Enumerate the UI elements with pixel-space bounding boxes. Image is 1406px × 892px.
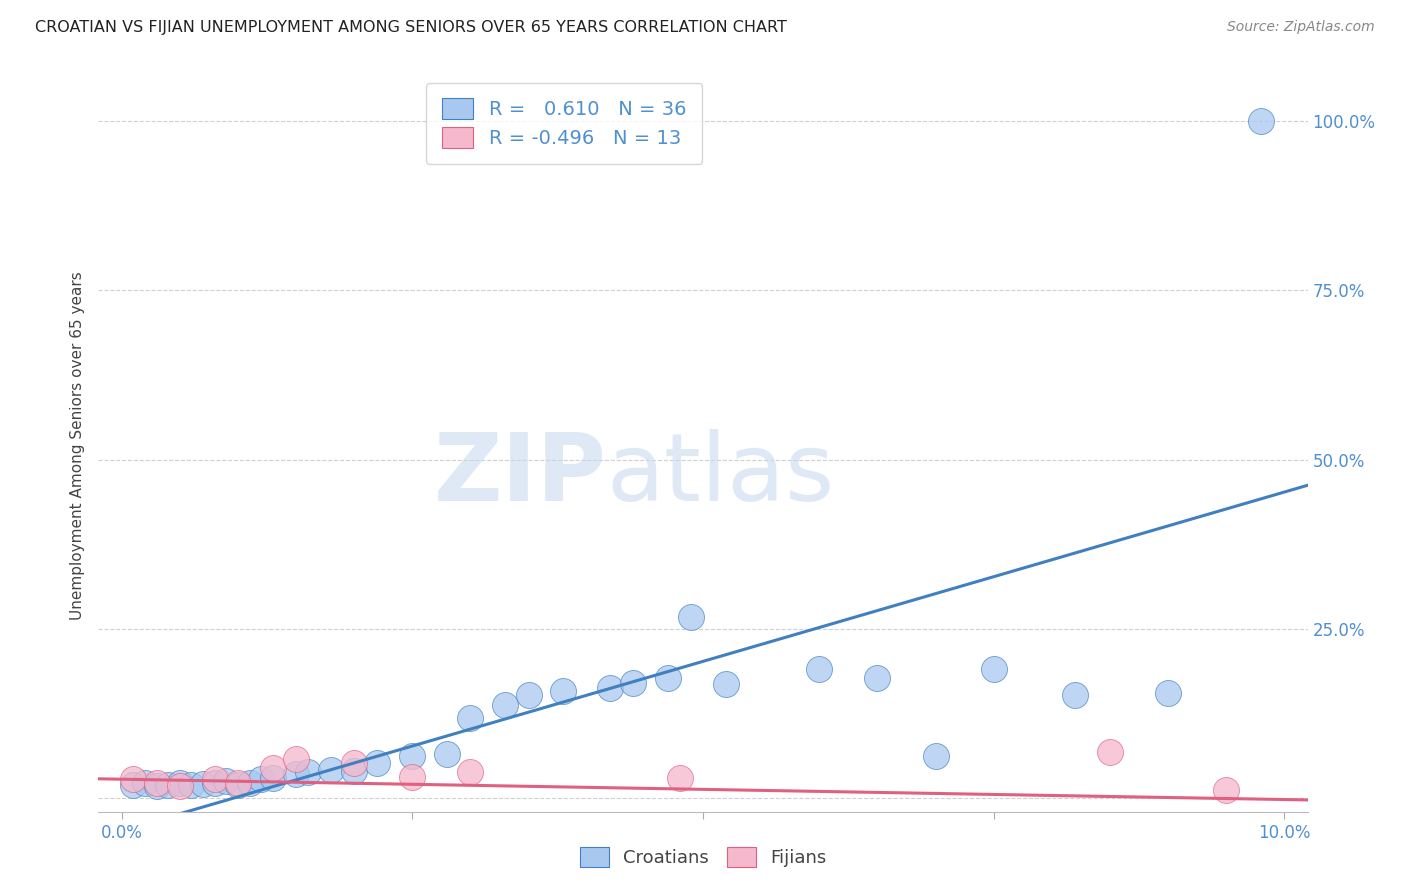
Point [668,771,690,785]
Point [366,756,388,770]
Point [343,764,366,778]
Point [716,677,738,691]
Legend: R =   0.610   N = 36, R = -0.496   N = 13: R = 0.610 N = 36, R = -0.496 N = 13 [426,83,702,164]
Point [401,770,423,784]
Point [657,671,679,685]
Point [866,671,889,685]
Point [226,776,249,790]
Point [297,765,319,780]
Point [1250,114,1272,128]
Point [145,776,167,790]
Point [1215,783,1237,797]
Point [145,779,167,793]
Point [460,765,482,780]
Point [169,779,191,793]
Point [343,756,366,770]
Point [436,747,458,761]
Point [1157,686,1180,700]
Point [262,771,284,785]
Point [621,676,644,690]
Point [239,776,262,790]
Point [1064,688,1087,702]
Point [285,752,308,766]
Point [169,776,191,790]
Point [401,749,423,764]
Point [204,772,226,787]
Point [262,761,284,775]
Text: ZIP: ZIP [433,429,606,521]
Y-axis label: Unemployment Among Seniors over 65 years: Unemployment Among Seniors over 65 years [69,272,84,620]
Point [226,778,249,792]
Text: CROATIAN VS FIJIAN UNEMPLOYMENT AMONG SENIORS OVER 65 YEARS CORRELATION CHART: CROATIAN VS FIJIAN UNEMPLOYMENT AMONG SE… [35,20,787,35]
Point [599,681,621,696]
Point [191,777,214,791]
Point [180,778,202,792]
Point [122,778,145,792]
Point [553,684,575,698]
Text: Source: ZipAtlas.com: Source: ZipAtlas.com [1227,20,1375,34]
Point [681,609,703,624]
Legend: Croatians, Fijians: Croatians, Fijians [572,839,834,874]
Point [204,775,226,789]
Point [319,763,342,777]
Point [924,749,946,764]
Point [494,698,516,712]
Point [285,767,308,781]
Point [134,776,156,790]
Point [157,778,180,792]
Point [250,772,273,787]
Point [517,688,540,702]
Point [983,663,1005,677]
Point [1098,745,1121,759]
Point [215,774,238,789]
Point [122,772,145,787]
Text: atlas: atlas [606,429,835,521]
Point [808,663,831,677]
Point [460,711,482,725]
